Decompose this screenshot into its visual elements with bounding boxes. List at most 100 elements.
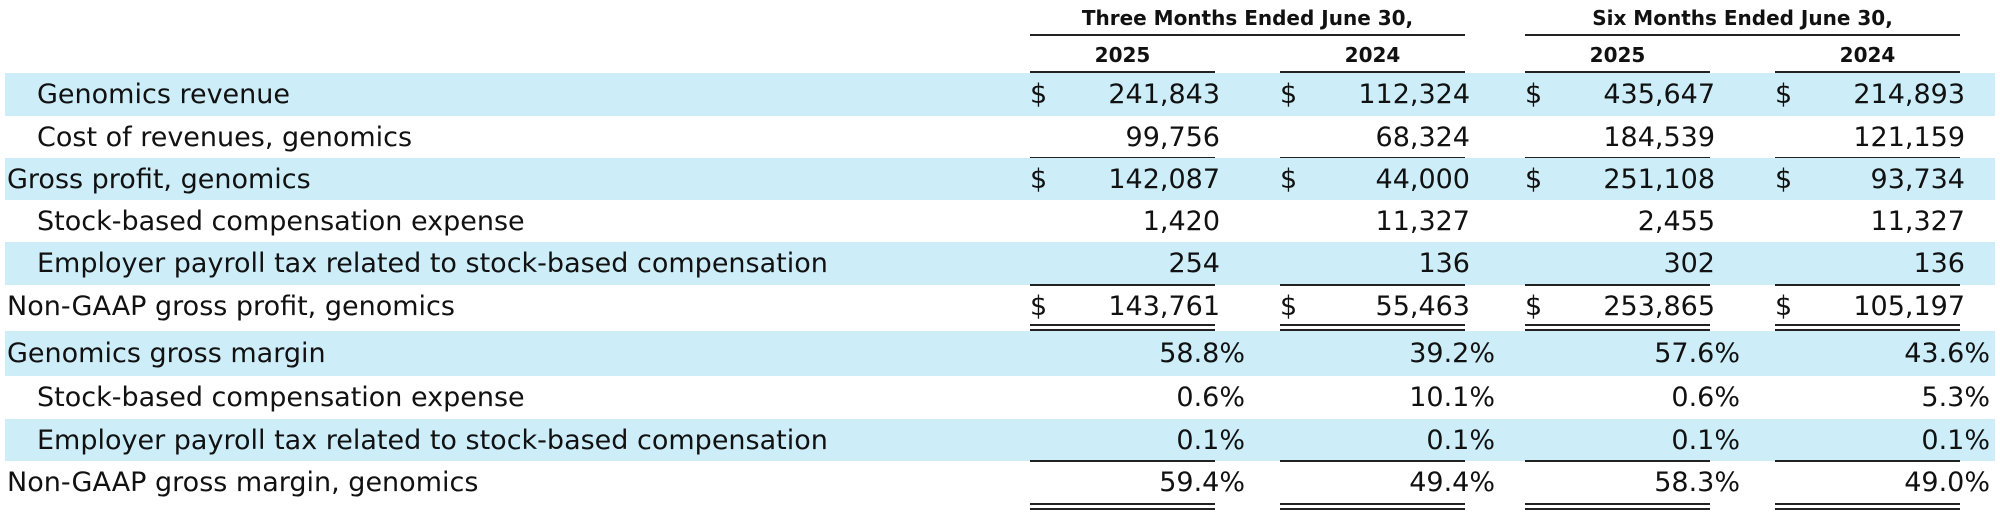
header-year: 2025 bbox=[1589, 43, 1646, 67]
value-cell: 142,087 bbox=[1108, 163, 1220, 195]
row-label: Stock-based compensation expense bbox=[37, 382, 525, 413]
value-cell: 136 bbox=[1913, 248, 1965, 279]
currency-symbol: $ bbox=[1775, 79, 1793, 110]
subtotal-rule bbox=[1525, 284, 1710, 286]
total-double-rule bbox=[1030, 324, 1215, 331]
subtotal-rule bbox=[1030, 460, 1215, 462]
value-cell: 241,843 bbox=[1108, 79, 1220, 110]
value-cell: 184,539 bbox=[1603, 121, 1715, 153]
currency-symbol: $ bbox=[1280, 79, 1298, 110]
table-row: Cost of revenues, genomics 99,756 68,324… bbox=[5, 116, 1995, 158]
table-row: Gross profit, genomics $ 142,087 $ 44,00… bbox=[5, 158, 1995, 200]
row-label: Genomics revenue bbox=[37, 79, 291, 110]
subtotal-rule bbox=[1280, 460, 1465, 462]
header-six-months: Six Months Ended June 30, bbox=[1592, 6, 1893, 30]
header-year: 2025 bbox=[1094, 43, 1151, 67]
value-cell: 0.1% bbox=[1176, 424, 1245, 456]
value-cell: 43.6% bbox=[1904, 338, 1990, 369]
currency-symbol: $ bbox=[1030, 163, 1048, 195]
row-label: Non-GAAP gross profit, genomics bbox=[7, 290, 455, 322]
value-cell: 58.3% bbox=[1654, 466, 1740, 498]
value-cell: 143,761 bbox=[1108, 290, 1220, 322]
subtotal-rule bbox=[1030, 284, 1215, 286]
currency-symbol: $ bbox=[1280, 290, 1298, 322]
value-cell: 0.6% bbox=[1671, 382, 1740, 413]
value-cell: 0.6% bbox=[1176, 382, 1245, 413]
value-cell: 10.1% bbox=[1409, 382, 1495, 413]
header-three-months: Three Months Ended June 30, bbox=[1081, 6, 1414, 30]
row-label: Employer payroll tax related to stock-ba… bbox=[37, 248, 828, 279]
value-cell: 2,455 bbox=[1637, 205, 1715, 237]
table-row: Stock-based compensation expense 1,420 1… bbox=[5, 200, 1995, 242]
value-cell: 49.0% bbox=[1904, 466, 1990, 498]
value-cell: 5.3% bbox=[1921, 382, 1990, 413]
value-cell: 121,159 bbox=[1853, 121, 1965, 153]
total-double-rule bbox=[1775, 324, 1960, 331]
currency-symbol: $ bbox=[1280, 163, 1298, 195]
table-row: Non-GAAP gross profit, genomics $ 143,76… bbox=[5, 285, 1995, 327]
row-label: Non-GAAP gross margin, genomics bbox=[7, 466, 479, 498]
table-row: Genomics gross margin 58.8% 39.2% 57.6% … bbox=[5, 331, 1995, 376]
value-cell: 11,327 bbox=[1870, 205, 1965, 237]
value-cell: 435,647 bbox=[1603, 79, 1715, 110]
year-rule bbox=[1030, 71, 1215, 73]
row-label: Employer payroll tax related to stock-ba… bbox=[37, 424, 828, 456]
subtotal-rule bbox=[1525, 460, 1710, 462]
year-rule bbox=[1525, 71, 1710, 73]
value-cell: 39.2% bbox=[1409, 338, 1495, 369]
value-cell: 44,000 bbox=[1375, 163, 1470, 195]
table-row: Employer payroll tax related to stock-ba… bbox=[5, 242, 1995, 285]
value-cell: 0.1% bbox=[1671, 424, 1740, 456]
value-cell: 55,463 bbox=[1375, 290, 1470, 322]
currency-symbol: $ bbox=[1525, 79, 1543, 110]
value-cell: 112,324 bbox=[1358, 79, 1470, 110]
currency-symbol: $ bbox=[1525, 290, 1543, 322]
value-cell: 58.8% bbox=[1159, 338, 1245, 369]
total-double-rule bbox=[1280, 503, 1465, 510]
row-label: Genomics gross margin bbox=[7, 338, 326, 369]
row-label: Stock-based compensation expense bbox=[37, 205, 525, 237]
value-cell: 136 bbox=[1418, 248, 1470, 279]
subtotal-rule bbox=[1775, 284, 1960, 286]
currency-symbol: $ bbox=[1030, 290, 1048, 322]
value-cell: 11,327 bbox=[1375, 205, 1470, 237]
value-cell: 99,756 bbox=[1125, 121, 1220, 153]
value-cell: 253,865 bbox=[1603, 290, 1715, 322]
currency-symbol: $ bbox=[1775, 290, 1793, 322]
value-cell: 105,197 bbox=[1853, 290, 1965, 322]
value-cell: 0.1% bbox=[1426, 424, 1495, 456]
total-double-rule bbox=[1525, 324, 1710, 331]
value-cell: 214,893 bbox=[1853, 79, 1965, 110]
currency-symbol: $ bbox=[1525, 163, 1543, 195]
table-row: Genomics revenue $ 241,843 $ 112,324 $ 4… bbox=[5, 73, 1995, 116]
value-cell: 1,420 bbox=[1142, 205, 1220, 237]
header-rule bbox=[1030, 34, 1465, 36]
total-double-rule bbox=[1525, 503, 1710, 510]
table-row: Stock-based compensation expense 0.6% 10… bbox=[5, 376, 1995, 419]
table-row: Non-GAAP gross margin, genomics 59.4% 49… bbox=[5, 461, 1995, 503]
header-year: 2024 bbox=[1344, 43, 1401, 67]
row-label: Gross profit, genomics bbox=[7, 163, 311, 195]
value-cell: 59.4% bbox=[1159, 466, 1245, 498]
total-double-rule bbox=[1775, 503, 1960, 510]
value-cell: 49.4% bbox=[1409, 466, 1495, 498]
value-cell: 302 bbox=[1663, 248, 1715, 279]
total-double-rule bbox=[1280, 324, 1465, 331]
value-cell: 93,734 bbox=[1870, 163, 1965, 195]
subtotal-rule bbox=[1280, 284, 1465, 286]
header-year: 2024 bbox=[1839, 43, 1896, 67]
total-double-rule bbox=[1030, 503, 1215, 510]
table-row: Employer payroll tax related to stock-ba… bbox=[5, 419, 1995, 461]
value-cell: 254 bbox=[1168, 248, 1220, 279]
subtotal-rule bbox=[1775, 460, 1960, 462]
value-cell: 251,108 bbox=[1603, 163, 1715, 195]
currency-symbol: $ bbox=[1775, 163, 1793, 195]
year-rule bbox=[1775, 71, 1960, 73]
header-rule bbox=[1525, 34, 1960, 36]
value-cell: 68,324 bbox=[1375, 121, 1470, 153]
year-rule bbox=[1280, 71, 1465, 73]
currency-symbol: $ bbox=[1030, 79, 1048, 110]
value-cell: 57.6% bbox=[1654, 338, 1740, 369]
value-cell: 0.1% bbox=[1921, 424, 1990, 456]
row-label: Cost of revenues, genomics bbox=[37, 121, 413, 153]
